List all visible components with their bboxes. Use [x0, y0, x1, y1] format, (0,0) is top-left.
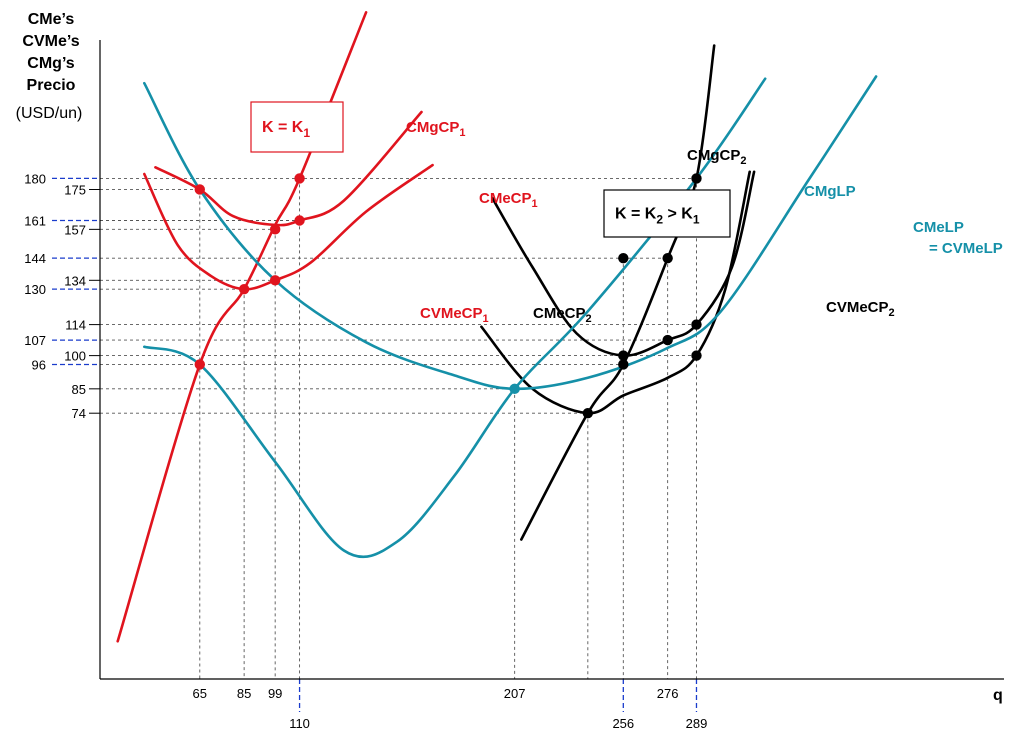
point-red	[294, 215, 305, 226]
y-tick-label: 157	[64, 222, 86, 237]
y-tick-label: 74	[72, 406, 86, 421]
point-blue	[509, 383, 520, 395]
point-black	[618, 350, 629, 361]
y-tick-label: 180	[24, 171, 46, 186]
label-cvmecp1: CVMeCP1	[420, 305, 489, 325]
curve-cvmecp1	[143, 163, 434, 291]
y-tick-label: 100	[64, 349, 86, 364]
label-cmelp: CMeLP	[913, 219, 964, 236]
point-black	[618, 252, 629, 264]
curve-cvmecp2	[480, 170, 751, 415]
point-red	[294, 173, 305, 184]
x-axis-label: q	[993, 687, 1003, 704]
point-black	[662, 252, 673, 264]
point-black	[691, 173, 702, 184]
x-tick-label: 207	[504, 686, 526, 701]
y-tick-label: 85	[72, 382, 86, 397]
point-black	[618, 359, 629, 370]
y-tick-label: 161	[24, 213, 46, 228]
y-tick-label: 107	[24, 333, 46, 348]
label-cmecp2: CMeCP2	[533, 305, 592, 325]
label-cmecp1: CMeCP1	[479, 190, 538, 210]
x-tick-label: 65	[193, 686, 207, 701]
y-tick-label: 144	[24, 251, 46, 266]
regime-box	[603, 189, 731, 238]
labels: 180 161 144 130 107 96 175 157 134 114 100 85 74 65 85…	[16, 11, 1003, 731]
y-tick-label: 114	[65, 318, 86, 333]
y-tick-label: 130	[24, 282, 46, 297]
regime-label: K = K2 > K1	[615, 206, 700, 227]
y-axis-unit: (USD/un)	[16, 105, 83, 122]
point-red	[269, 275, 281, 286]
point-black	[662, 334, 673, 346]
x-tick-label: 85	[237, 686, 251, 701]
label-cvmelp: = CVMeLP	[929, 240, 1003, 257]
point-red	[194, 359, 205, 370]
label-cmgcp1: CMgCP1	[406, 119, 465, 139]
x-tick-label: 110	[289, 716, 310, 731]
label-cmgcp2: CMgCP2	[687, 147, 746, 167]
x-tick-label: 99	[268, 686, 282, 701]
y-tick-label: 175	[64, 182, 86, 197]
regime-label: K = K1	[262, 119, 310, 140]
x-tick-label: 276	[657, 686, 679, 701]
label-cmglp: CMgLP	[804, 183, 856, 200]
y-axis-label: CMe’s	[28, 11, 75, 28]
point-black	[582, 408, 594, 419]
x-tick-label: 256	[612, 716, 634, 731]
data-points	[194, 173, 702, 419]
y-axis-label: CVMe’s	[22, 33, 79, 50]
label-cvmecp2: CVMeCP2	[826, 299, 895, 319]
y-axis-label: Precio	[27, 77, 76, 94]
point-red	[269, 224, 281, 235]
point-red	[238, 283, 250, 295]
curve-cmgcp2	[520, 44, 716, 541]
point-black	[691, 350, 702, 361]
point-black	[691, 319, 702, 330]
regime-box	[250, 101, 344, 153]
point-red	[194, 184, 205, 195]
y-axis-label: CMg’s	[27, 55, 75, 72]
y-tick-label: 96	[32, 357, 46, 372]
guide-lines	[52, 177, 698, 712]
x-tick-label: 289	[686, 716, 708, 731]
axes	[99, 40, 1004, 680]
curves	[116, 11, 878, 643]
y-tick-label: 134	[64, 273, 86, 288]
